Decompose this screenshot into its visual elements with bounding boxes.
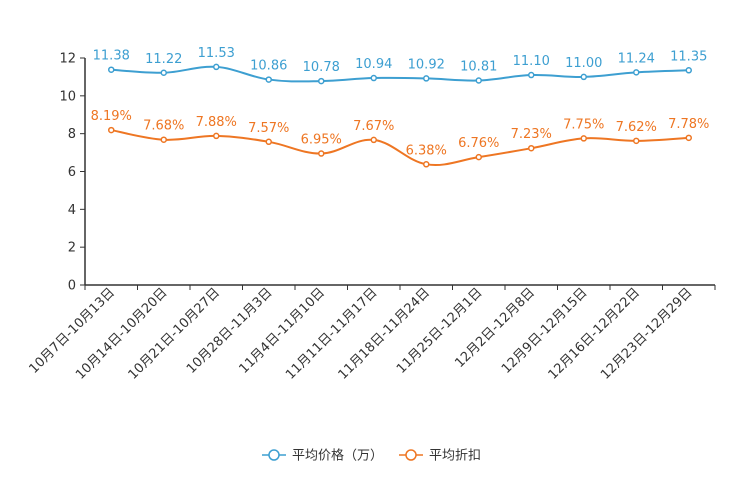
data-label: 7.88% (196, 115, 237, 130)
data-point (528, 71, 535, 79)
x-tick-label: 10月14日-10月20日 (73, 285, 170, 382)
data-label: 6.76% (458, 136, 499, 151)
x-tick-label: 12月16日-12月22日 (546, 285, 643, 382)
data-label: 11.53 (198, 46, 235, 61)
legend-marker-icon (405, 449, 417, 461)
data-point (160, 69, 167, 77)
data-point (265, 76, 272, 83)
series-line (111, 129, 689, 167)
data-label: 11.10 (513, 54, 550, 69)
data-point (370, 74, 377, 82)
data-label: 10.78 (303, 60, 340, 75)
data-point (685, 134, 692, 142)
data-label: 6.38% (406, 143, 447, 158)
data-label: 11.22 (145, 52, 182, 67)
series-line (111, 65, 689, 83)
data-point (318, 77, 325, 85)
data-label: 7.23% (511, 127, 552, 142)
x-tick-label: 11月11日-11月17日 (283, 285, 380, 382)
data-point (213, 63, 220, 71)
legend-marker-icon (268, 449, 280, 461)
data-label: 7.57% (248, 121, 289, 136)
data-label: 10.94 (355, 57, 392, 72)
legend-label: 平均价格（万） (292, 448, 383, 464)
y-tick-label: 6 (68, 165, 76, 180)
y-tick-label: 8 (68, 127, 76, 142)
data-label: 11.00 (565, 56, 602, 71)
series-1: 8.19% 7.68% 7.88% 7.57% 6.95% 7.67% 6.38% 6.76%… (91, 109, 709, 168)
data-point (685, 67, 692, 74)
data-point (108, 66, 115, 73)
data-point (265, 138, 272, 146)
data-label: 7.75% (563, 117, 604, 132)
data-label: 11.24 (618, 51, 655, 66)
data-label: 11.38 (93, 49, 130, 64)
data-label: 6.95% (301, 133, 342, 148)
data-point (475, 153, 482, 161)
legend-item-1: 平均折扣 (399, 449, 481, 464)
data-point (633, 69, 640, 76)
data-point (423, 161, 430, 168)
data-point (370, 136, 377, 144)
data-point (580, 73, 587, 81)
data-point (160, 136, 167, 143)
data-label: 10.81 (460, 60, 497, 75)
data-label: 7.78% (668, 117, 709, 132)
y-tick-label: 2 (68, 241, 76, 256)
y-tick-label: 10 (59, 89, 76, 104)
y-tick-label: 0 (68, 279, 76, 294)
data-point (213, 132, 220, 140)
y-tick-label: 4 (68, 203, 76, 218)
data-label: 10.92 (408, 57, 445, 72)
data-label: 7.67% (353, 119, 394, 134)
x-tick-label: 11月18日-11月24日 (336, 285, 433, 382)
data-label: 11.35 (670, 49, 707, 64)
data-point (423, 75, 430, 82)
data-point (108, 126, 115, 134)
data-label: 7.62% (616, 120, 657, 135)
data-label: 7.68% (143, 119, 184, 134)
x-tick-label: 12月23日-12月29日 (598, 285, 695, 382)
legend-label: 平均折扣 (429, 449, 481, 464)
data-point (580, 135, 587, 142)
series-0: 11.38 11.22 11.53 10.86 10.78 10.94 10.92 10.81… (93, 46, 707, 85)
legend-item-0: 平均价格（万） (262, 448, 383, 464)
data-point (318, 150, 325, 157)
x-tick-label: 10月21日-10月27日 (126, 285, 223, 382)
data-point (475, 77, 482, 84)
data-point (633, 137, 640, 145)
data-label: 8.19% (91, 109, 132, 124)
y-tick-label: 12 (59, 52, 76, 67)
data-point (528, 144, 535, 152)
x-tick-label: 10月7日-10月13日 (26, 285, 118, 377)
data-label: 10.86 (250, 59, 287, 74)
